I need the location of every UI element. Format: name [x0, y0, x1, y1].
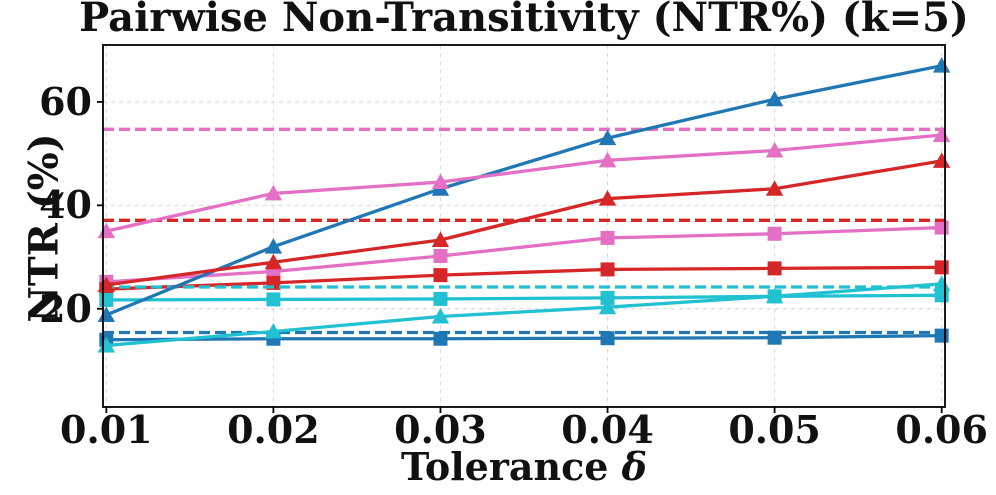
marker-pink-triangle — [264, 184, 283, 201]
marker-pink-triangle — [765, 141, 784, 158]
y-tick-label-60: 60 — [39, 78, 92, 124]
marker-blue-square — [433, 331, 448, 346]
marker-red-triangle — [932, 152, 951, 168]
x-tick-labels: 0.01 0.02 0.03 0.04 0.05 0.06 — [0, 409, 996, 453]
marker-pink-square — [600, 230, 615, 245]
marker-cyan-triangle — [932, 275, 951, 291]
y-tick-label-20: 20 — [39, 285, 92, 331]
marker-cyan-triangle — [97, 336, 116, 353]
marker-pink-triangle — [932, 126, 951, 142]
marker-red-square — [433, 268, 448, 283]
marker-red-square — [934, 260, 949, 275]
chart-title: Pairwise Non-Transitivity (NTR%) (k=5) — [79, 0, 969, 41]
marker-pink-square — [433, 248, 448, 263]
x-axis-label-text: Tolerance — [400, 444, 609, 489]
marker-blue-triangle — [765, 90, 784, 107]
marker-cyan-square — [600, 290, 615, 305]
marker-red-triangle — [765, 180, 784, 196]
series-line-red-triangle — [106, 159, 942, 287]
marker-blue-triangle — [264, 238, 283, 254]
marker-pink-triangle — [598, 151, 617, 168]
series-line-cyan-triangle — [106, 282, 942, 348]
marker-red-square — [600, 262, 615, 277]
x-tick-label-0.02: 0.02 — [227, 407, 320, 452]
marker-blue-square — [934, 328, 949, 343]
marker-blue-triangle — [932, 57, 951, 73]
marker-red-triangle — [598, 190, 617, 206]
marker-blue-triangle — [97, 306, 116, 322]
marker-pink-triangle — [97, 222, 116, 239]
series-line-red-square — [106, 265, 942, 291]
x-tick-label-0.03: 0.03 — [394, 407, 487, 452]
x-axis-label: Tolerance δ — [52, 444, 996, 490]
marker-cyan-square — [99, 292, 114, 307]
marker-blue-triangle — [598, 129, 617, 146]
series-line-pink-triangle — [105, 133, 942, 233]
series-line-cyan-square — [106, 293, 942, 302]
series-line-blue-square — [106, 333, 942, 342]
series-line-pink-square — [106, 225, 942, 284]
marker-blue-square — [600, 331, 615, 346]
y-tick-label-40: 40 — [39, 182, 92, 228]
marker-pink-square — [934, 220, 949, 235]
marker-cyan-triangle — [765, 287, 784, 304]
y-tick-labels: 20 40 60 — [0, 0, 96, 495]
marker-cyan-square — [266, 292, 281, 307]
x-tick-label-0.06: 0.06 — [895, 407, 988, 452]
marker-pink-square — [767, 226, 782, 241]
marker-blue-square — [767, 330, 782, 345]
marker-cyan-triangle — [431, 308, 450, 324]
marker-cyan-square — [433, 291, 448, 306]
marker-red-square — [767, 261, 782, 276]
x-axis-label-symbol: δ — [621, 444, 648, 489]
marker-pink-triangle — [431, 173, 450, 190]
x-tick-label-0.05: 0.05 — [728, 407, 821, 452]
x-tick-label-0.01: 0.01 — [60, 407, 153, 452]
marker-red-triangle — [97, 276, 116, 292]
marker-cyan-triangle — [264, 322, 283, 339]
marker-red-triangle — [431, 231, 450, 247]
series-line-blue-triangle — [105, 64, 942, 317]
marker-cyan-triangle — [598, 298, 617, 315]
x-tick-label-0.04: 0.04 — [561, 407, 654, 452]
plot-spines — [102, 44, 946, 408]
marker-red-triangle — [264, 253, 283, 270]
